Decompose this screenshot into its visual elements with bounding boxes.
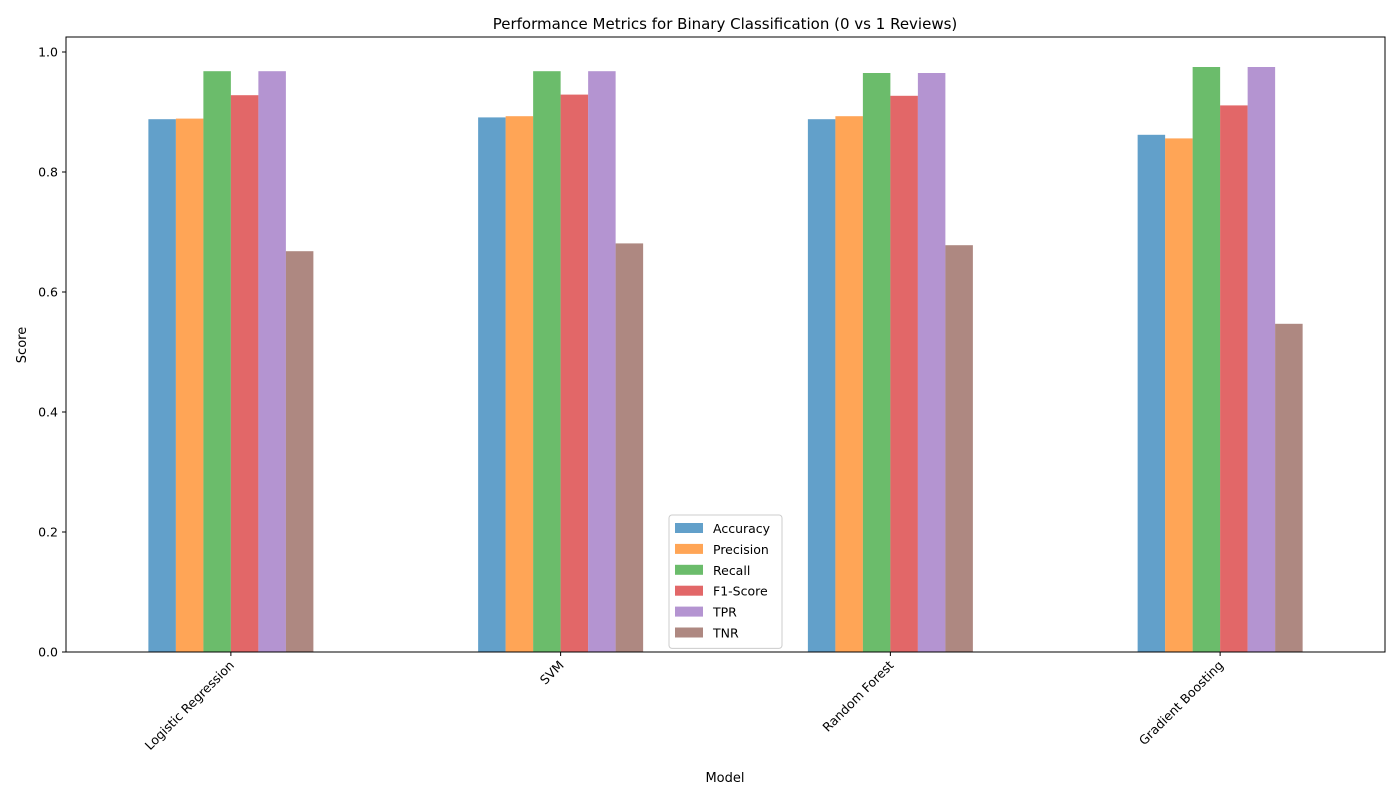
- legend-label: Recall: [713, 563, 750, 578]
- bar-tpr-3: [1247, 67, 1276, 652]
- y-tick-label: 0.6: [38, 285, 58, 300]
- bar-recall-2: [862, 73, 891, 652]
- bar-accuracy-3: [1137, 134, 1166, 653]
- legend-label: TNR: [712, 626, 739, 641]
- x-tick-label: Gradient Boosting: [1136, 658, 1227, 749]
- legend-swatch: [675, 564, 703, 575]
- bar-tpr-1: [588, 71, 616, 652]
- legend-swatch: [675, 585, 703, 596]
- y-tick-label: 0.4: [38, 405, 58, 420]
- bar-tnr-1: [615, 243, 644, 652]
- legend-swatch: [675, 606, 703, 617]
- chart-title: Performance Metrics for Binary Classific…: [493, 15, 958, 33]
- y-tick-label: 1.0: [38, 45, 58, 60]
- plot-frame: [65, 36, 1386, 653]
- bar-f1-score-2: [890, 95, 918, 653]
- legend-label: TPR: [712, 605, 737, 620]
- bar-tnr-3: [1275, 323, 1303, 652]
- bar-f1-score-1: [560, 94, 589, 653]
- bar-f1-score-3: [1220, 105, 1248, 652]
- bar-precision-1: [505, 116, 534, 652]
- bar-precision-3: [1165, 138, 1193, 652]
- bar-tpr-2: [917, 73, 946, 652]
- bar-accuracy-0: [148, 119, 176, 652]
- x-tick-label: Logistic Regression: [142, 658, 237, 753]
- bar-f1-score-0: [230, 95, 259, 652]
- y-tick-label: 0.8: [38, 165, 58, 180]
- legend-label: Precision: [713, 542, 769, 557]
- bar-tnr-2: [945, 245, 973, 652]
- legend-swatch: [675, 543, 703, 554]
- x-axis-label: Model: [705, 771, 744, 786]
- bar-recall-1: [533, 71, 561, 652]
- legend-swatch: [675, 627, 703, 638]
- bar-tnr-0: [285, 251, 314, 652]
- bar-tpr-0: [258, 71, 286, 652]
- legend: Accuracy Precision Recall F1-Score TPR TNR: [668, 514, 783, 649]
- bar-precision-2: [835, 116, 863, 652]
- legend-label: Accuracy: [713, 521, 771, 536]
- bar-recall-0: [203, 71, 231, 652]
- legend-label: F1-Score: [713, 584, 768, 599]
- bar-precision-0: [175, 118, 204, 653]
- x-tick-label: Random Forest: [819, 657, 896, 734]
- bar-accuracy-2: [807, 119, 836, 652]
- y-tick-label: 0.2: [38, 525, 58, 540]
- plot-area: 0.0 0.2 0.4 0.6 0.8 1.0 Logistic Regression SVM…: [38, 36, 1386, 753]
- x-tick-label: SVM: [537, 658, 567, 688]
- y-tick-label: 0.0: [38, 645, 58, 660]
- y-axis-label: Score: [15, 327, 30, 363]
- bar-recall-3: [1192, 67, 1221, 652]
- legend-swatch: [675, 523, 703, 533]
- bar-accuracy-1: [478, 117, 506, 652]
